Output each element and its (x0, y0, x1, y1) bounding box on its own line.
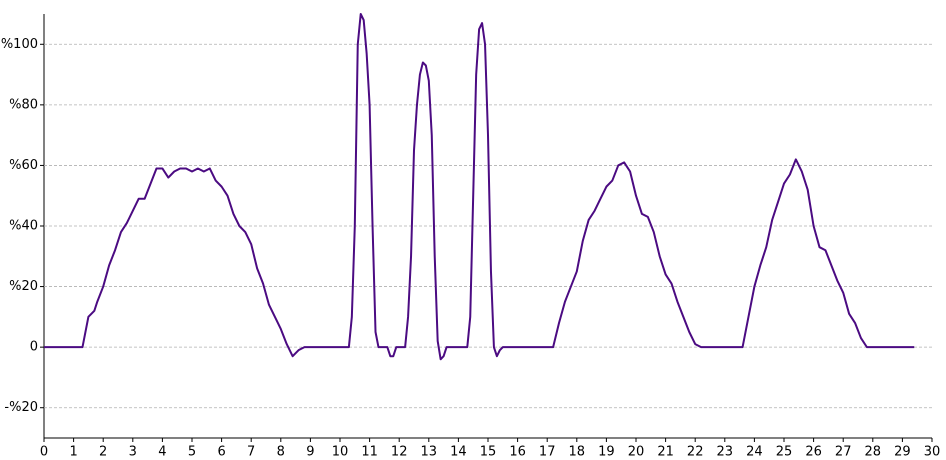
x-tick-label: 24 (746, 445, 763, 460)
x-tick-label: 8 (277, 445, 285, 460)
x-tick-label: 5 (188, 445, 196, 460)
x-tick-label: 6 (217, 445, 225, 460)
x-tick-label: 0 (40, 445, 48, 460)
x-tick-label: 28 (865, 445, 882, 460)
x-tick-label: 29 (894, 445, 911, 460)
x-tick-label: 1 (69, 445, 77, 460)
x-tick-label: 26 (805, 445, 822, 460)
x-tick-label: 16 (509, 445, 526, 460)
x-tick-label: 4 (158, 445, 166, 460)
y-tick-label: %60 (9, 158, 38, 173)
y-tick-label: %100 (1, 37, 38, 52)
x-tick-label: 13 (421, 445, 438, 460)
y-tick-label: %80 (9, 97, 38, 112)
x-tick-label: 23 (717, 445, 734, 460)
x-tick-label: 21 (657, 445, 674, 460)
x-tick-label: 12 (391, 445, 408, 460)
x-tick-label: 10 (332, 445, 349, 460)
y-tick-label: -%20 (4, 400, 38, 415)
y-tick-label: %20 (9, 279, 38, 294)
x-tick-label: 17 (539, 445, 556, 460)
x-tick-label: 7 (247, 445, 255, 460)
x-tick-label: 25 (776, 445, 793, 460)
x-tick-label: 27 (835, 445, 852, 460)
y-tick-label: 0 (30, 340, 38, 355)
data-line (44, 13, 915, 361)
x-tick-label: 22 (687, 445, 704, 460)
x-tick-label: 18 (569, 445, 586, 460)
x-tick-label: 15 (480, 445, 497, 460)
y-tick-label: %40 (9, 219, 38, 234)
x-tick-label: 9 (306, 445, 314, 460)
x-tick-label: 19 (598, 445, 615, 460)
x-tick-label: 2 (99, 445, 107, 460)
x-tick-label: 30 (924, 445, 941, 460)
x-tick-label: 20 (628, 445, 645, 460)
x-tick-label: 11 (361, 445, 378, 460)
x-tick-label: 3 (129, 445, 137, 460)
x-tick-label: 14 (450, 445, 467, 460)
